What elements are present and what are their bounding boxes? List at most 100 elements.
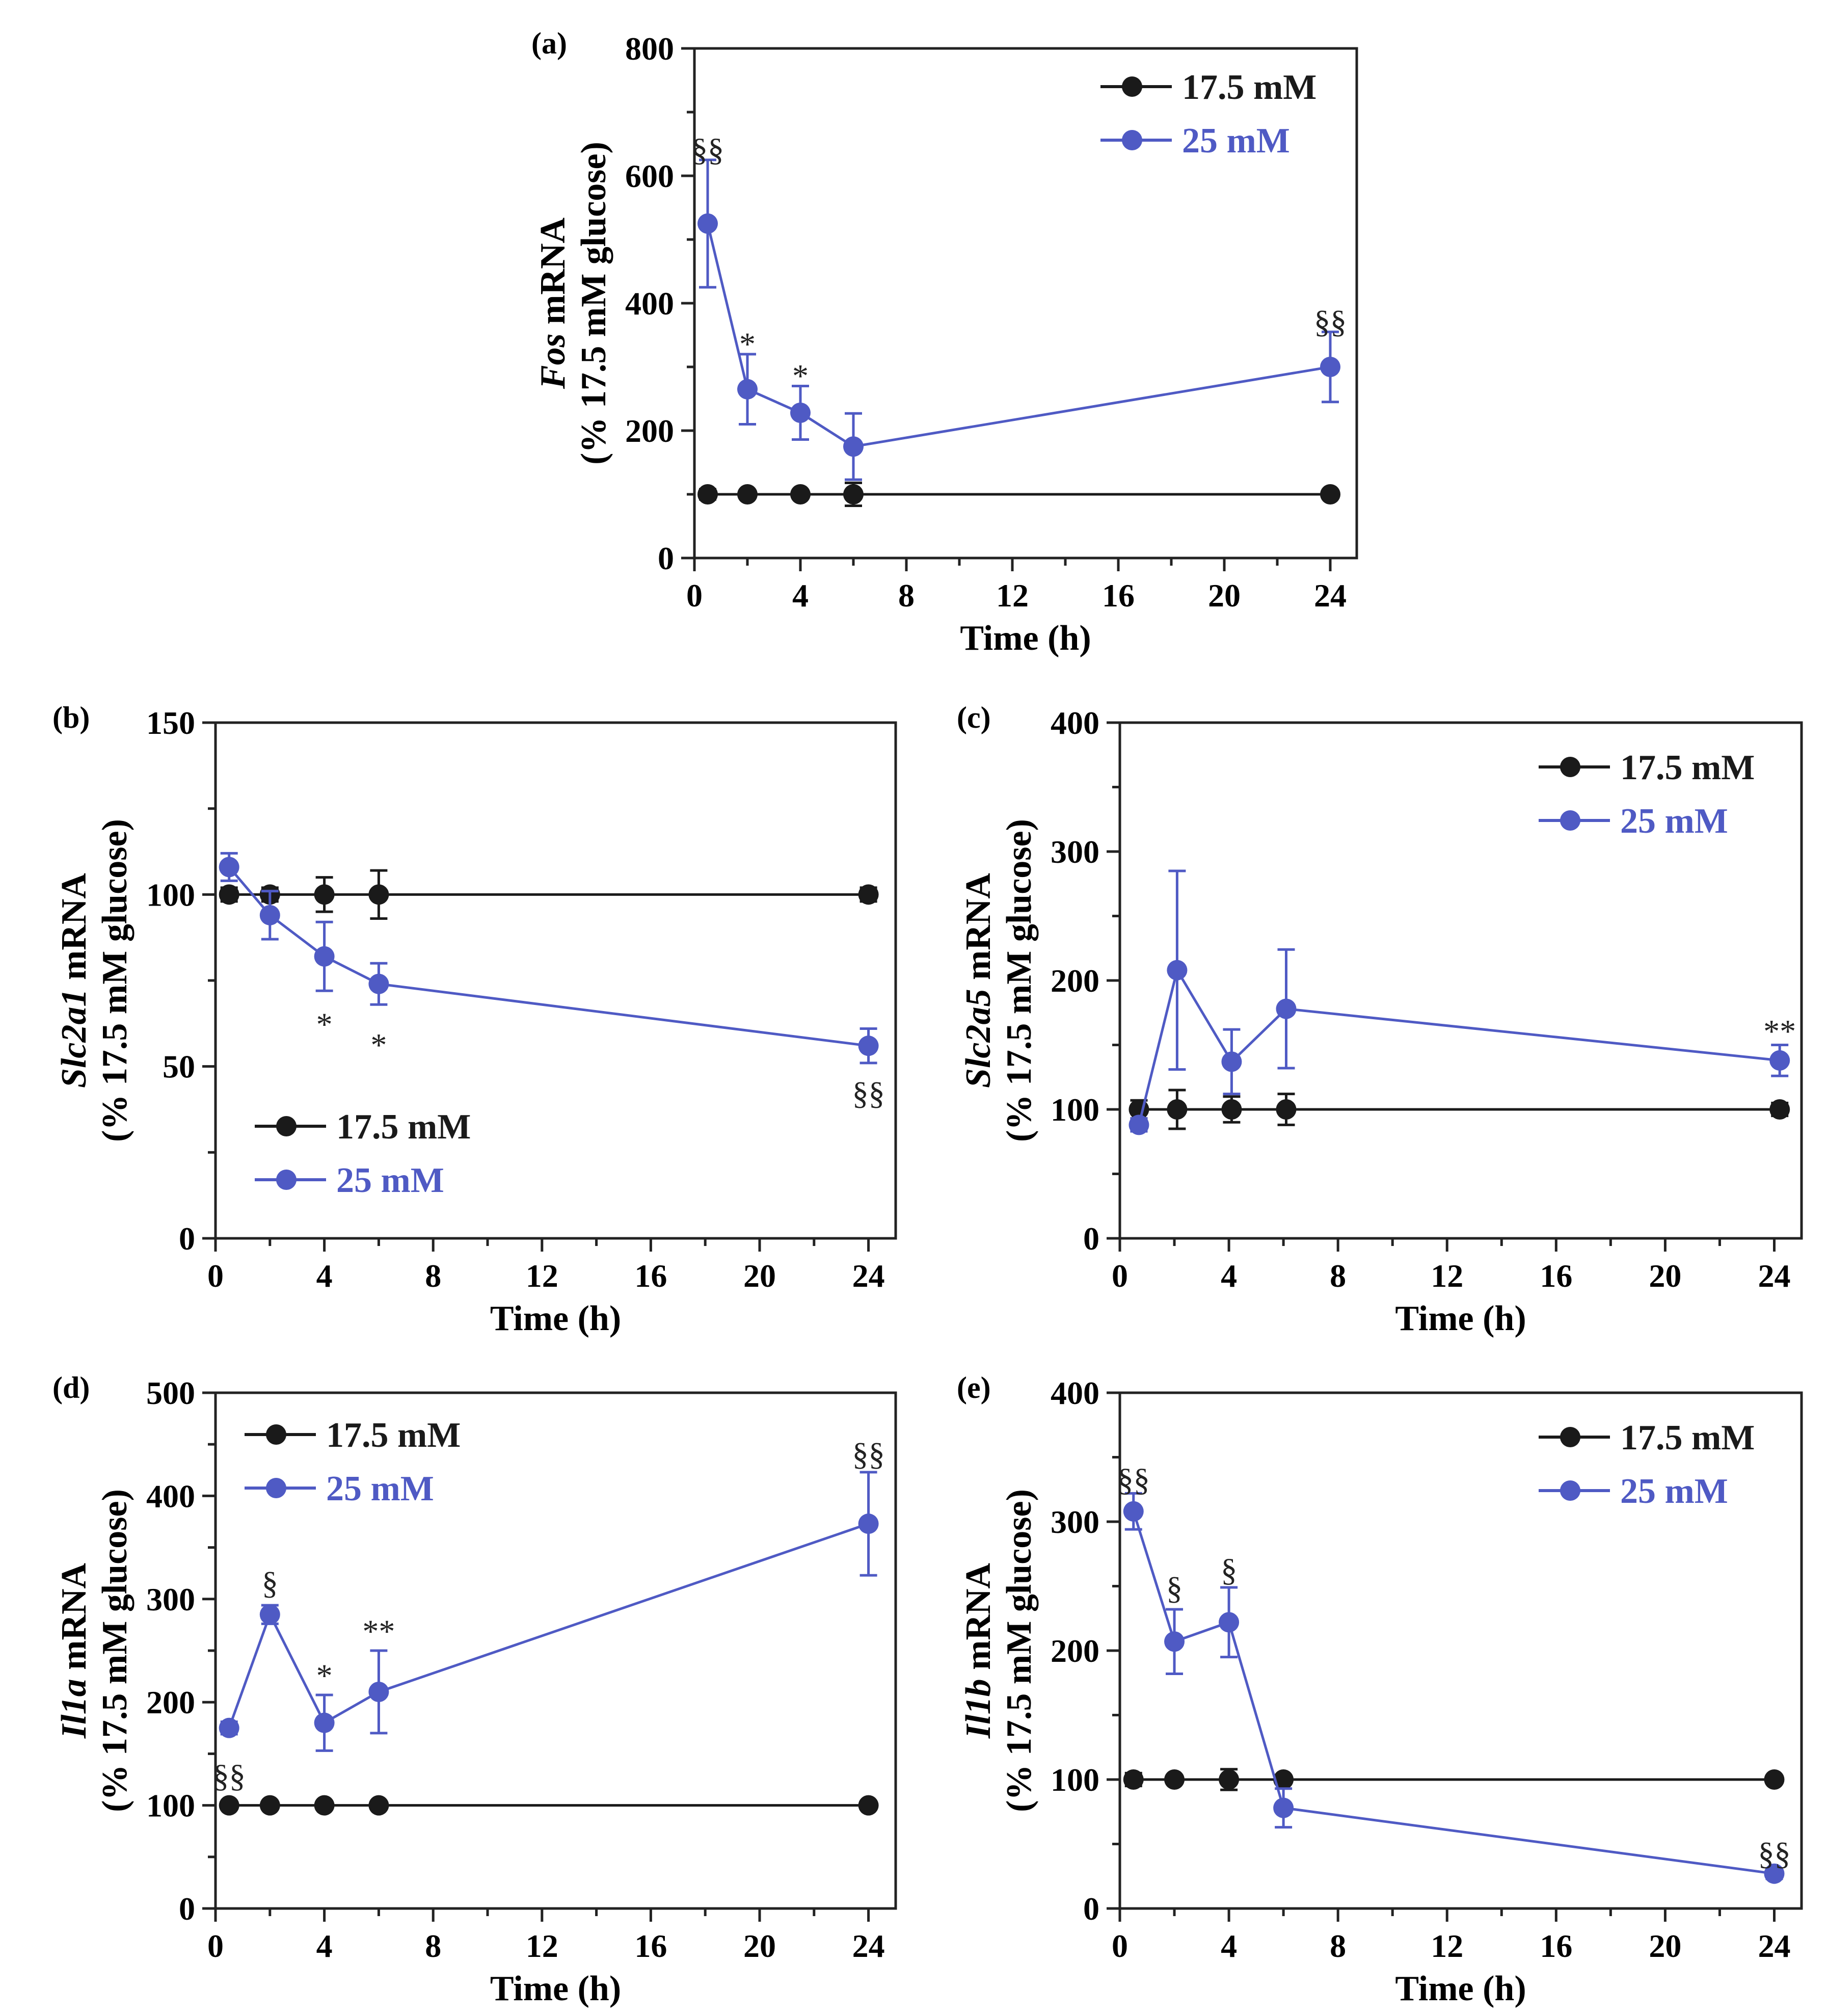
data-point xyxy=(1273,1797,1294,1818)
x-tick-label: 20 xyxy=(1649,1928,1681,1964)
y-axis-unit: mRNA xyxy=(55,873,94,989)
series-17-5mM xyxy=(219,1795,879,1816)
x-axis-title: Time (h) xyxy=(1395,1299,1526,1338)
y-axis-title: Il1b mRNA xyxy=(959,1562,998,1739)
y-axis-subtitle: (% 17.5 mM glucose) xyxy=(574,142,613,465)
y-tick-label: 150 xyxy=(146,705,195,741)
x-tick-label: 0 xyxy=(686,577,703,614)
x-axis-title: Time (h) xyxy=(490,1299,621,1338)
significance-marker: §§ xyxy=(691,131,724,168)
legend-marker xyxy=(1560,757,1580,777)
data-point xyxy=(1219,1612,1240,1633)
data-point xyxy=(1764,1863,1785,1884)
significance-marker: * xyxy=(316,1658,333,1694)
plot-frame xyxy=(214,721,897,1240)
data-point xyxy=(790,484,811,505)
x-tick-label: 12 xyxy=(526,1258,558,1294)
significance-marker: §§ xyxy=(1117,1462,1150,1498)
y-tick-label: 100 xyxy=(1051,1762,1099,1798)
data-point xyxy=(1164,1769,1185,1790)
y-axis-subtitle: (% 17.5 mM glucose) xyxy=(95,1489,135,1812)
significance-marker: §§ xyxy=(1758,1836,1790,1872)
x-tick-label: 0 xyxy=(1112,1258,1128,1294)
y-axis-subtitle: (% 17.5 mM glucose) xyxy=(1000,1489,1039,1812)
series-25mM xyxy=(1129,869,1790,1135)
y-axis-gene: Slc2a1 xyxy=(55,989,94,1088)
x-axis-title: Time (h) xyxy=(960,619,1091,658)
y-tick-label: 0 xyxy=(179,1221,195,1257)
series-17-5mM xyxy=(219,869,879,920)
data-point xyxy=(1320,484,1340,505)
data-point xyxy=(1167,960,1188,980)
x-axis-title: Time (h) xyxy=(1395,1969,1526,2008)
panel-label: (a) xyxy=(531,26,567,60)
y-axis-gene: Fos xyxy=(533,333,573,389)
y-tick-label: 100 xyxy=(1051,1092,1099,1128)
significance-marker: ** xyxy=(1763,1013,1796,1049)
significance-marker: § xyxy=(1166,1570,1183,1606)
data-point xyxy=(737,484,758,505)
x-tick-label: 0 xyxy=(207,1928,224,1964)
chart-panel-b: (b) 0 4 8 12 16 20 24 0 50 100 150 Time (h) Slc2a1 mR… xyxy=(52,701,897,1338)
y-axis-title: Fos mRNA xyxy=(533,217,573,389)
x-tick-label: 16 xyxy=(1102,577,1135,614)
data-point xyxy=(1769,1099,1790,1120)
data-point xyxy=(368,1681,389,1702)
data-point xyxy=(790,403,811,423)
data-point xyxy=(858,884,879,905)
data-point xyxy=(1276,998,1297,1019)
legend-label: 25 mM xyxy=(326,1469,434,1508)
legend-marker xyxy=(1122,76,1142,97)
x-tick-label: 16 xyxy=(1540,1928,1572,1964)
series-25mM xyxy=(219,852,879,1065)
x-tick-label: 4 xyxy=(316,1928,333,1964)
x-tick-label: 20 xyxy=(743,1928,776,1964)
data-point xyxy=(858,1514,879,1534)
significance-marker: * xyxy=(316,1006,333,1043)
y-tick-label: 0 xyxy=(1083,1221,1099,1257)
panel-label: (c) xyxy=(957,701,991,734)
y-tick-label: 50 xyxy=(163,1049,195,1085)
y-axis-subtitle: (% 17.5 mM glucose) xyxy=(95,819,135,1142)
significance-marker: § xyxy=(262,1564,278,1601)
significance-marker: §§ xyxy=(852,1075,885,1111)
legend-marker xyxy=(1560,810,1580,831)
series-17-5mM xyxy=(1129,1089,1790,1130)
y-tick-label: 600 xyxy=(625,158,674,194)
x-tick-label: 12 xyxy=(996,577,1029,614)
y-tick-label: 400 xyxy=(146,1478,195,1514)
data-point xyxy=(219,1717,239,1738)
x-tick-label: 20 xyxy=(743,1258,776,1294)
legend-label: 25 mM xyxy=(336,1161,444,1200)
significance-marker: §§ xyxy=(852,1436,885,1472)
x-tick-label: 8 xyxy=(425,1928,441,1964)
data-point xyxy=(1219,1769,1240,1790)
chart-panel-d: (d) 0 4 8 12 16 20 24 0 100 200 300 400 500 Time (h) Il… xyxy=(52,1371,897,2008)
x-tick-label: 4 xyxy=(1221,1928,1237,1964)
y-tick-label: 300 xyxy=(1051,834,1099,870)
plot-frame xyxy=(1118,721,1803,1240)
x-tick-label: 8 xyxy=(898,577,915,614)
x-tick-label: 12 xyxy=(1431,1928,1463,1964)
y-axis-unit: mRNA xyxy=(959,1562,998,1679)
chart-panel-c: (c) 0 4 8 12 16 20 24 0 100 200 300 400 Time (h) Slc2a… xyxy=(957,701,1803,1338)
data-point xyxy=(259,905,280,925)
data-point xyxy=(858,1795,879,1816)
y-tick-label: 0 xyxy=(1083,1891,1099,1927)
x-tick-label: 4 xyxy=(1221,1258,1237,1294)
x-tick-label: 12 xyxy=(526,1928,558,1964)
x-tick-label: 24 xyxy=(1314,577,1347,614)
y-axis-title: Slc2a5 mRNA xyxy=(959,873,998,1088)
data-point xyxy=(1273,1769,1294,1790)
y-tick-label: 100 xyxy=(146,877,195,913)
legend-marker xyxy=(1560,1427,1580,1447)
significance-marker: * xyxy=(370,1027,387,1063)
data-point xyxy=(1221,1051,1242,1072)
y-tick-label: 400 xyxy=(1051,705,1099,741)
y-tick-label: 200 xyxy=(1051,963,1099,999)
x-tick-label: 0 xyxy=(1112,1928,1128,1964)
y-axis-title: Il1a mRNA xyxy=(55,1562,94,1739)
series-25mM xyxy=(1123,1492,1785,1884)
x-tick-label: 4 xyxy=(792,577,809,614)
y-tick-label: 200 xyxy=(146,1684,195,1720)
